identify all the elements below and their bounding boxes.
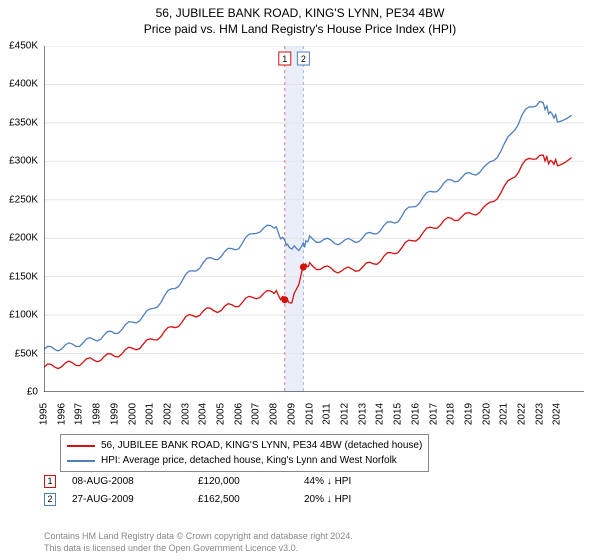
x-tick-label: 1996 — [56, 403, 67, 425]
x-tick-label: 2013 — [357, 403, 368, 425]
footer-line-2: This data is licensed under the Open Gov… — [44, 542, 353, 554]
x-axis-ticks: 1995199619971998199920002001200220032004… — [44, 392, 584, 432]
x-tick-label: 2000 — [127, 403, 138, 425]
sale-delta: 20% ↓ HPI — [304, 494, 404, 505]
sale-date: 27-AUG-2009 — [72, 494, 192, 505]
x-tick-label: 2019 — [463, 403, 474, 425]
x-tick-label: 2004 — [198, 403, 209, 425]
x-tick-label: 2023 — [534, 403, 545, 425]
x-tick-label: 2015 — [393, 403, 404, 425]
x-tick-label: 2021 — [499, 403, 510, 425]
y-tick-label: £350K — [9, 117, 38, 128]
sale-marker-icon: 2 — [44, 493, 56, 506]
x-tick-label: 1999 — [109, 403, 120, 425]
price-chart: 12 — [44, 46, 584, 392]
legend: 56, JUBILEE BANK ROAD, KING'S LYNN, PE34… — [60, 434, 429, 472]
x-tick-label: 2001 — [145, 403, 156, 425]
x-tick-label: 2012 — [339, 403, 350, 425]
page-subtitle: Price paid vs. HM Land Registry's House … — [0, 22, 600, 36]
x-tick-label: 2020 — [481, 403, 492, 425]
legend-label: HPI: Average price, detached house, King… — [101, 455, 397, 466]
chart-svg: 12 — [44, 46, 584, 392]
y-tick-label: £450K — [9, 41, 38, 52]
x-tick-label: 2008 — [269, 403, 280, 425]
sales-table: 1 08-AUG-2008 £120,000 44% ↓ HPI 2 27-AUG-200… — [44, 472, 404, 508]
sale-row: 1 08-AUG-2008 £120,000 44% ↓ HPI — [44, 472, 404, 490]
x-tick-label: 2009 — [286, 403, 297, 425]
legend-row: 56, JUBILEE BANK ROAD, KING'S LYNN, PE34… — [67, 438, 422, 453]
x-tick-label: 2024 — [552, 403, 563, 425]
x-tick-label: 2007 — [251, 403, 262, 425]
legend-swatch — [67, 460, 95, 462]
x-tick-label: 2006 — [233, 403, 244, 425]
x-tick-label: 2018 — [446, 403, 457, 425]
svg-text:2: 2 — [301, 54, 306, 64]
y-tick-label: £400K — [9, 79, 38, 90]
y-tick-label: £300K — [9, 156, 38, 167]
x-tick-label: 1998 — [92, 403, 103, 425]
y-tick-label: £0 — [27, 387, 38, 398]
legend-row: HPI: Average price, detached house, King… — [67, 453, 422, 468]
x-tick-label: 2003 — [180, 403, 191, 425]
sale-price: £120,000 — [198, 476, 298, 487]
y-tick-label: £250K — [9, 194, 38, 205]
x-tick-label: 2002 — [162, 403, 173, 425]
x-tick-label: 1997 — [74, 403, 85, 425]
legend-swatch — [67, 445, 95, 447]
y-tick-label: £100K — [9, 310, 38, 321]
legend-label: 56, JUBILEE BANK ROAD, KING'S LYNN, PE34… — [101, 440, 422, 451]
x-tick-label: 2014 — [375, 403, 386, 425]
x-tick-label: 2010 — [304, 403, 315, 425]
y-tick-label: £150K — [9, 271, 38, 282]
sale-marker-icon: 1 — [44, 475, 56, 488]
x-tick-label: 2016 — [410, 403, 421, 425]
footer-attribution: Contains HM Land Registry data © Crown c… — [44, 530, 353, 554]
y-tick-label: £50K — [15, 348, 38, 359]
sale-price: £162,500 — [198, 494, 298, 505]
page-title: 56, JUBILEE BANK ROAD, KING'S LYNN, PE34… — [0, 6, 600, 20]
y-tick-label: £200K — [9, 233, 38, 244]
x-tick-label: 2022 — [517, 403, 528, 425]
x-tick-label: 2005 — [216, 403, 227, 425]
svg-text:1: 1 — [282, 54, 287, 64]
footer-line-1: Contains HM Land Registry data © Crown c… — [44, 530, 353, 542]
sale-row: 2 27-AUG-2009 £162,500 20% ↓ HPI — [44, 490, 404, 508]
sale-date: 08-AUG-2008 — [72, 476, 192, 487]
y-axis-ticks: £0£50K£100K£150K£200K£250K£300K£350K£400… — [0, 46, 40, 392]
sale-delta: 44% ↓ HPI — [304, 476, 404, 487]
x-tick-label: 1995 — [39, 403, 50, 425]
x-tick-label: 2011 — [322, 403, 333, 425]
x-tick-label: 2017 — [428, 403, 439, 425]
